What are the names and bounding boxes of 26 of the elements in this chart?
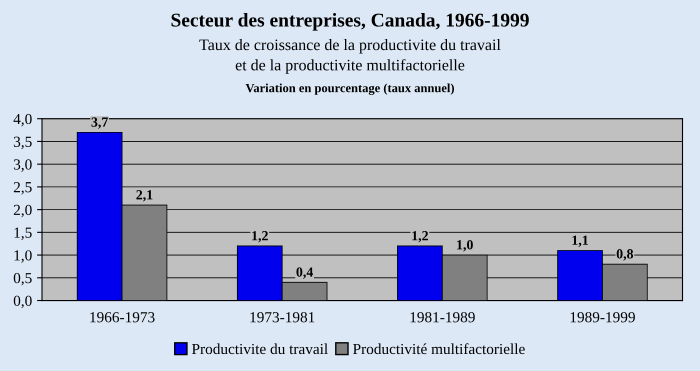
- chart-subtitle: Taux de croissance de la productivite du travail et de la productivite multifactorielle: [199, 38, 501, 74]
- x-tick-label: 1989-1999: [570, 312, 635, 322]
- data-label: 1,0: [457, 240, 473, 252]
- y-tick-label: 0,0: [14, 296, 32, 308]
- legend-label: Productivite du travail: [192, 343, 328, 354]
- y-tick-label: 3,0: [14, 159, 32, 172]
- chart-title: Secteur des entreprises, Canada, 1966-1999: [172, 12, 529, 31]
- y-tick-label: 0,5: [14, 272, 32, 286]
- y-tick-label: 2,0: [14, 204, 32, 218]
- data-label: 2,1: [136, 190, 152, 202]
- y-tick-label: 1,0: [14, 250, 32, 263]
- data-label: 1,2: [252, 231, 268, 242]
- data-label: 1,2: [412, 231, 428, 242]
- x-tick-label: 1966-1973: [90, 312, 155, 322]
- data-label: 3,7: [91, 117, 108, 129]
- y-tick-label: 3,5: [14, 136, 32, 150]
- x-tick-label: 1973-1981: [250, 312, 314, 322]
- data-label: 0,8: [616, 249, 634, 261]
- x-tick-label: 1981-1989: [410, 312, 475, 322]
- legend-label: Productivité multifactorielle: [353, 343, 525, 354]
- y-tick-label: 4,0: [13, 114, 32, 126]
- data-label: 1,1: [572, 236, 588, 247]
- y-tick-label: 1,5: [14, 228, 32, 240]
- text: Variation en pourcentage (taux annuel): [246, 83, 454, 95]
- data-label: 0,4: [296, 267, 314, 279]
- y-tick-label: 2,5: [14, 182, 32, 195]
